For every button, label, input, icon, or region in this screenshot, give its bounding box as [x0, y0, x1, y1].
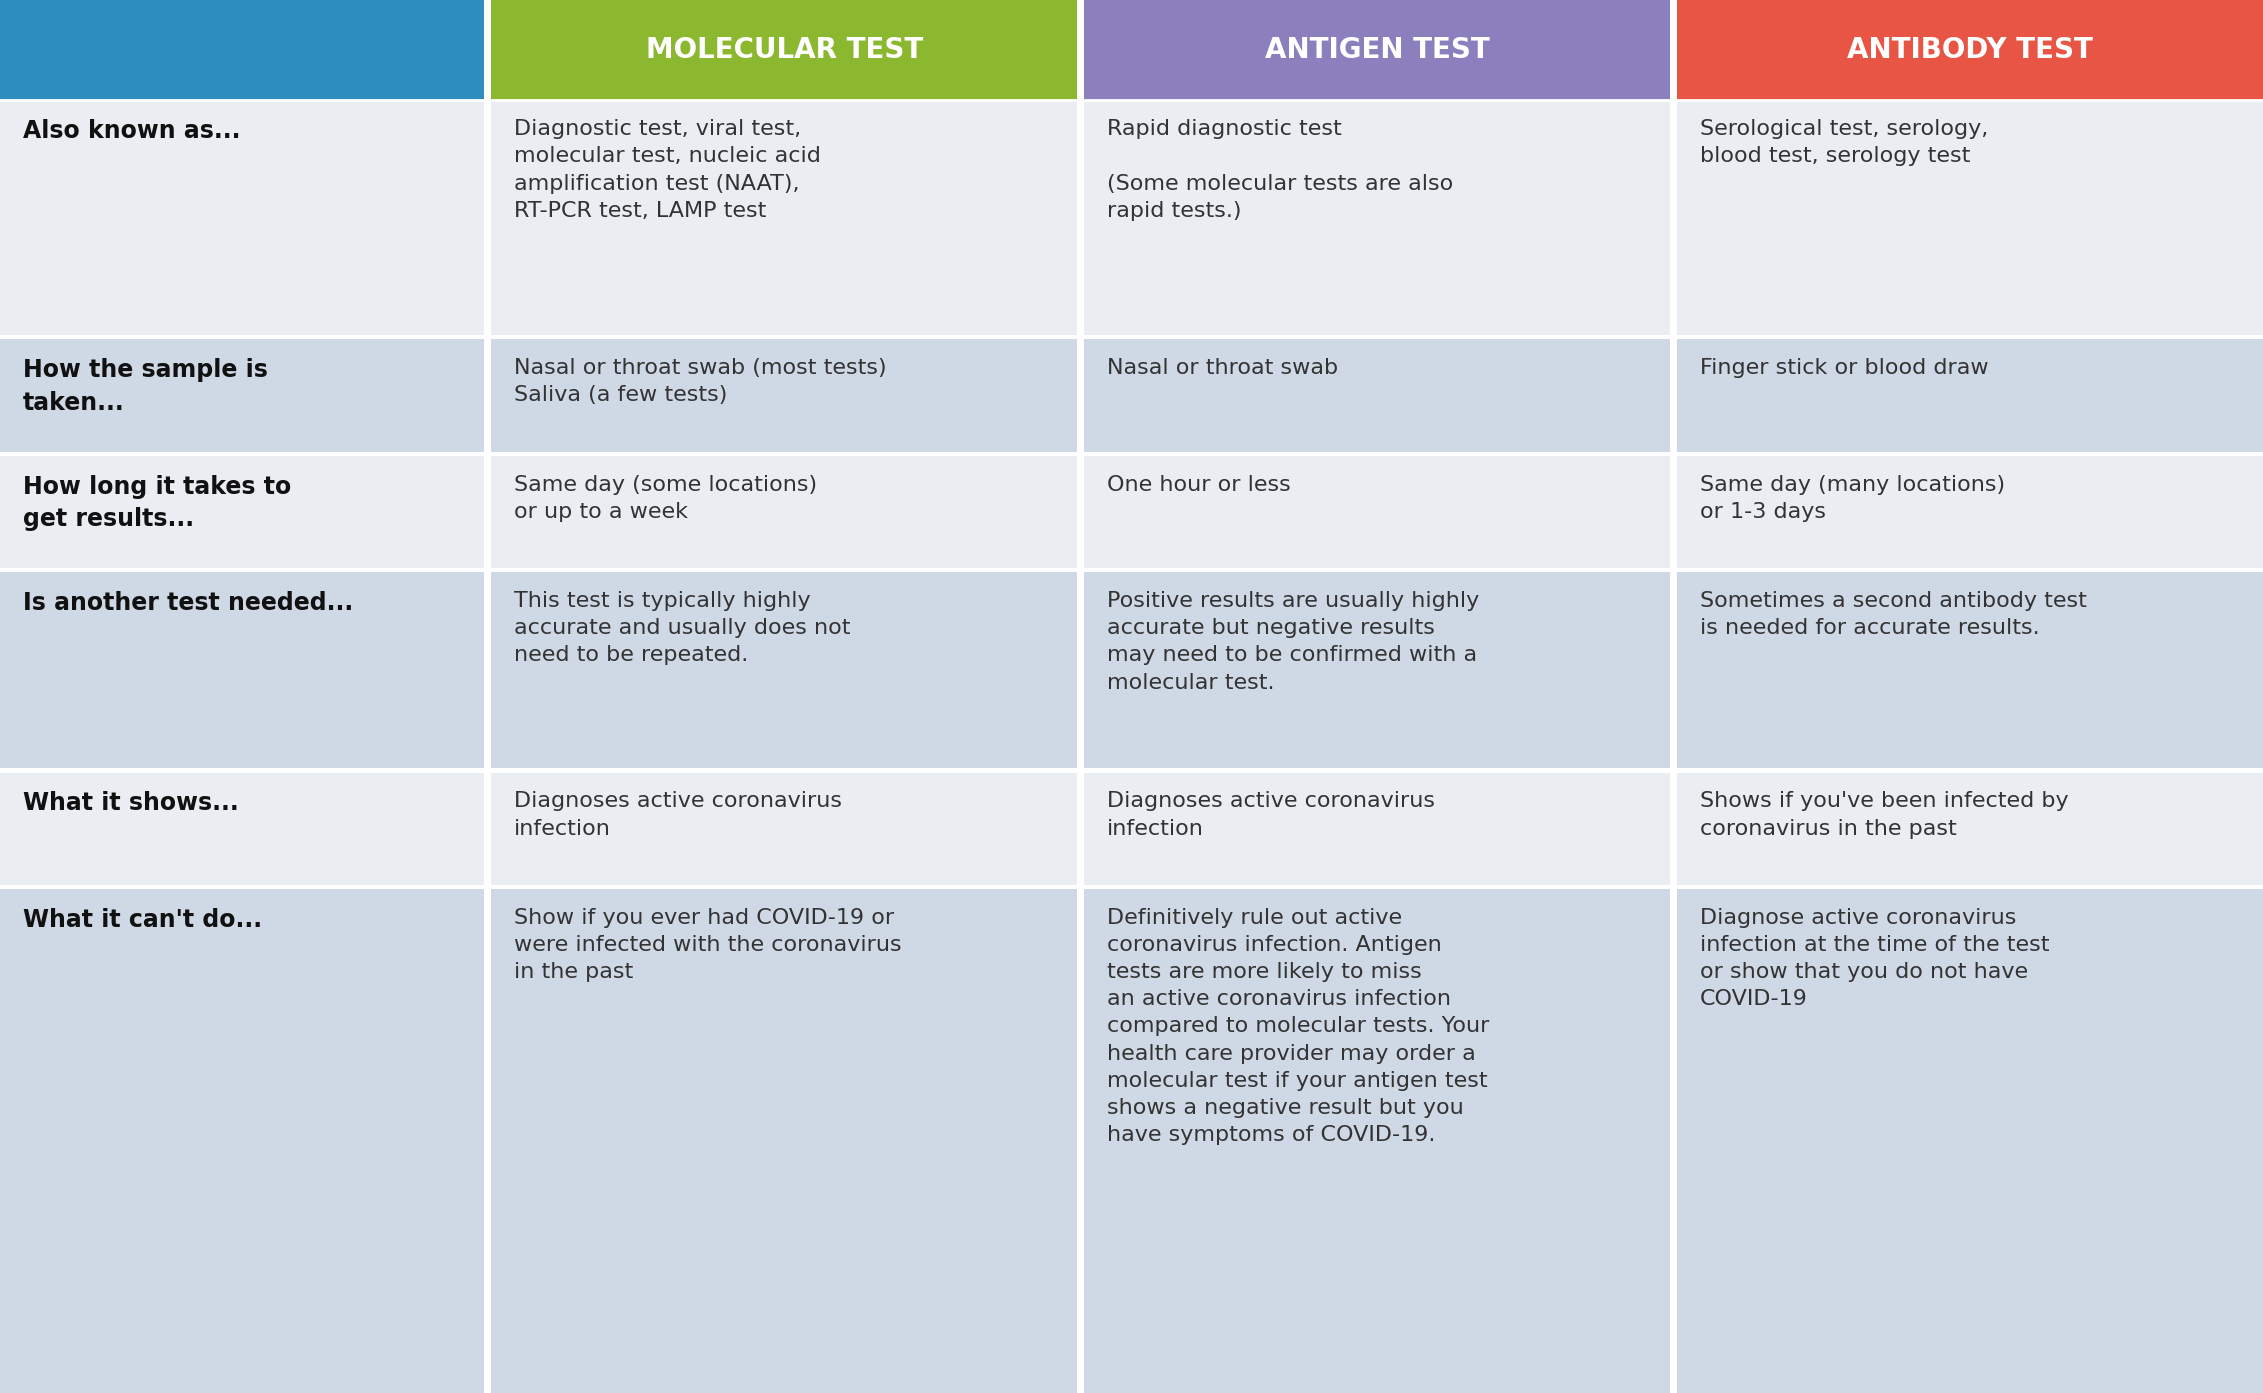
Bar	[491, 456, 1077, 568]
Bar	[491, 573, 1077, 769]
Bar	[0, 773, 484, 885]
Bar	[1084, 340, 1670, 451]
Bar	[0, 100, 484, 336]
Bar	[491, 100, 1077, 336]
Text: One hour or less: One hour or less	[1107, 475, 1290, 495]
Text: This test is typically highly
accurate and usually does not
need to be repeated.: This test is typically highly accurate a…	[514, 591, 851, 666]
Text: Nasal or throat swab: Nasal or throat swab	[1107, 358, 1337, 379]
Text: Serological test, serology,
blood test, serology test: Serological test, serology, blood test, …	[1700, 118, 1987, 166]
Bar	[0, 340, 484, 451]
Text: How the sample is
taken...: How the sample is taken...	[23, 358, 267, 415]
Bar	[1677, 573, 2263, 769]
Text: What it can't do...: What it can't do...	[23, 908, 263, 932]
Bar	[0, 0, 484, 100]
Bar	[1677, 889, 2263, 1393]
Bar	[1677, 100, 2263, 336]
Bar	[0, 889, 484, 1393]
Bar	[0, 456, 484, 568]
Text: Nasal or throat swab (most tests)
Saliva (a few tests): Nasal or throat swab (most tests) Saliva…	[514, 358, 887, 405]
Text: Same day (many locations)
or 1-3 days: Same day (many locations) or 1-3 days	[1700, 475, 2005, 522]
Text: ANTIBODY TEST: ANTIBODY TEST	[1847, 36, 2093, 64]
Bar	[1084, 773, 1670, 885]
Text: What it shows...: What it shows...	[23, 791, 238, 815]
Bar	[1084, 456, 1670, 568]
Text: Is another test needed...: Is another test needed...	[23, 591, 353, 614]
Bar	[1084, 0, 1670, 100]
Bar	[1084, 573, 1670, 769]
Text: ANTIGEN TEST: ANTIGEN TEST	[1265, 36, 1489, 64]
Text: MOLECULAR TEST: MOLECULAR TEST	[645, 36, 923, 64]
Bar	[1084, 889, 1670, 1393]
Bar	[1677, 340, 2263, 451]
Text: Diagnoses active coronavirus
infection: Diagnoses active coronavirus infection	[514, 791, 842, 839]
Text: Diagnose active coronavirus
infection at the time of the test
or show that you d: Diagnose active coronavirus infection at…	[1700, 908, 2048, 1010]
Bar	[0, 573, 484, 769]
Bar	[1084, 100, 1670, 336]
Text: Definitively rule out active
coronavirus infection. Antigen
tests are more likel: Definitively rule out active coronavirus…	[1107, 908, 1489, 1145]
Bar	[1677, 456, 2263, 568]
Text: How long it takes to
get results...: How long it takes to get results...	[23, 475, 292, 531]
Text: Rapid diagnostic test

(Some molecular tests are also
rapid tests.): Rapid diagnostic test (Some molecular te…	[1107, 118, 1453, 220]
Text: Show if you ever had COVID-19 or
were infected with the coronavirus
in the past: Show if you ever had COVID-19 or were in…	[514, 908, 901, 982]
Text: Diagnostic test, viral test,
molecular test, nucleic acid
amplification test (NA: Diagnostic test, viral test, molecular t…	[514, 118, 821, 220]
Text: Same day (some locations)
or up to a week: Same day (some locations) or up to a wee…	[514, 475, 817, 522]
Bar	[491, 773, 1077, 885]
Text: Diagnoses active coronavirus
infection: Diagnoses active coronavirus infection	[1107, 791, 1435, 839]
Bar	[491, 0, 1077, 100]
Bar	[1677, 0, 2263, 100]
Text: Finger stick or blood draw: Finger stick or blood draw	[1700, 358, 1989, 379]
Text: Shows if you've been infected by
coronavirus in the past: Shows if you've been infected by coronav…	[1700, 791, 2068, 839]
Bar	[491, 340, 1077, 451]
Bar	[1677, 773, 2263, 885]
Text: Sometimes a second antibody test
is needed for accurate results.: Sometimes a second antibody test is need…	[1700, 591, 2086, 638]
Text: Also known as...: Also known as...	[23, 118, 240, 143]
Text: Positive results are usually highly
accurate but negative results
may need to be: Positive results are usually highly accu…	[1107, 591, 1478, 692]
Bar	[491, 889, 1077, 1393]
